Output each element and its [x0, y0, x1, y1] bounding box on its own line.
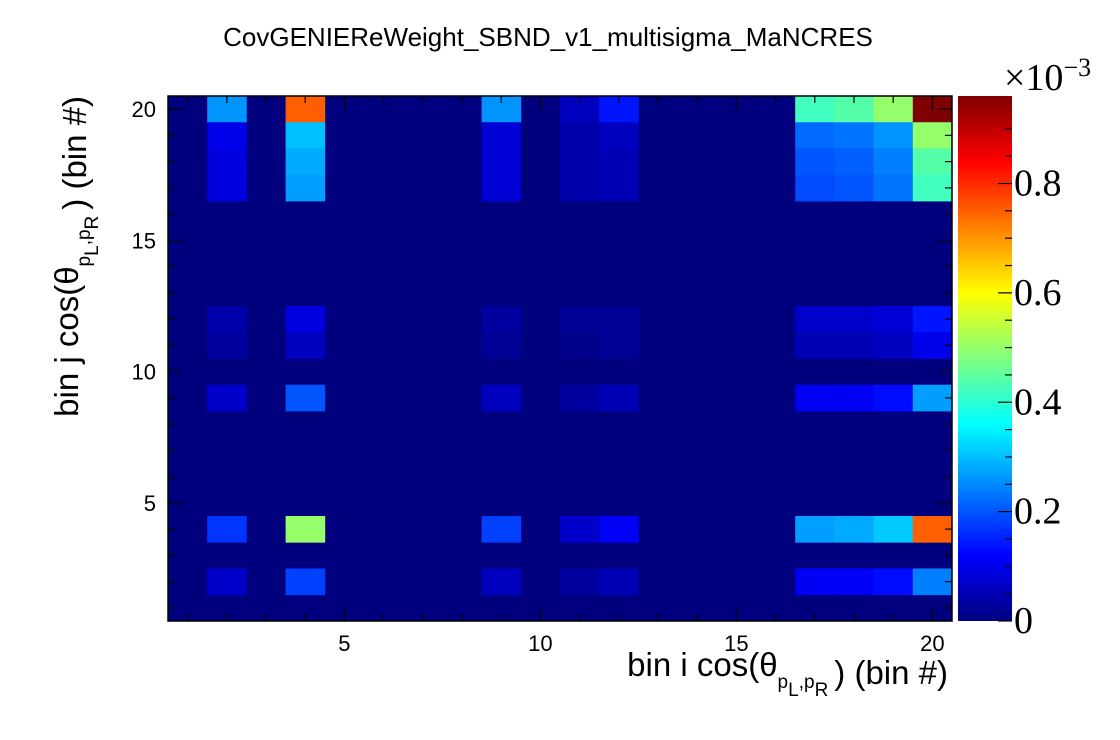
heatmap-cell — [207, 148, 247, 176]
palette-tick-label: 0.8 — [1014, 163, 1062, 205]
y-tick-label: 10 — [132, 360, 156, 385]
palette-tick-label: 0.6 — [1014, 272, 1062, 314]
heatmap-cell — [599, 306, 639, 333]
heatmap-cell — [285, 332, 326, 359]
heatmap-cell — [873, 306, 914, 333]
x-tick-label: 15 — [724, 631, 748, 656]
heatmap-cell — [481, 122, 522, 149]
heatmap-cell — [207, 384, 247, 412]
heatmap-cell — [599, 568, 639, 596]
heatmap-cell — [481, 174, 522, 202]
x-tick-label: 10 — [528, 631, 552, 656]
heatmap-cell — [834, 384, 874, 412]
heatmap-cell — [599, 384, 639, 412]
heatmap-cell — [560, 568, 600, 596]
heatmap-cell — [560, 122, 600, 149]
heatmap-cell — [834, 306, 874, 333]
palette-tick-label: 0.4 — [1014, 381, 1062, 423]
heatmap-cell — [795, 122, 835, 149]
palette-ticks — [998, 128, 1012, 622]
heatmap-cell — [207, 332, 247, 359]
heatmap-cells — [168, 96, 953, 621]
palette-tick-label: 0 — [1014, 600, 1033, 642]
y-axis-label: bin j cos(θpL,pR) (bin #) — [48, 96, 103, 417]
heatmap-cell — [795, 174, 835, 202]
heatmap-cell — [207, 568, 247, 596]
chart-title: CovGENIEReWeight_SBND_v1_multisigma_MaNC… — [223, 22, 873, 52]
heatmap-cell — [285, 122, 326, 149]
heatmap-cell — [834, 568, 874, 596]
palette-tick-labels: 0 0.2 0.4 0.6 0.8 — [1014, 163, 1062, 643]
heatmap-cell — [481, 568, 522, 596]
y-tick-label: 15 — [132, 228, 156, 253]
heatmap-cell — [285, 306, 326, 333]
heatmap-cell — [207, 174, 247, 202]
heatmap-cell — [599, 332, 639, 359]
palette-tick-label: 0.2 — [1014, 491, 1062, 533]
heatmap-cell — [285, 516, 326, 543]
heatmap-cell — [207, 122, 247, 149]
heatmap-cell — [599, 122, 639, 149]
heatmap-cell — [873, 148, 914, 176]
heatmap-cell — [560, 174, 600, 202]
heatmap-cell — [834, 332, 874, 359]
axis-tick-labels: 5 10 15 20 5 10 15 20 — [132, 97, 945, 656]
svg-text:bin j cos(θpL,pR) (bin #): bin j cos(θpL,pR) (bin #) — [48, 96, 103, 417]
heatmap-cell — [795, 516, 835, 543]
x-tick-label: 20 — [920, 631, 944, 656]
heatmap-cell — [285, 174, 326, 202]
palette-multiplier: ×10−3 — [1004, 53, 1091, 99]
heatmap-cell — [481, 384, 522, 412]
heatmap-cell — [834, 516, 874, 543]
heatmap-cell — [873, 516, 914, 543]
plot-frame — [167, 95, 953, 622]
heatmap-cell — [873, 174, 914, 202]
color-palette-bar — [958, 96, 1012, 621]
axis-ticks — [168, 96, 952, 621]
x-tick-label: 5 — [338, 631, 350, 656]
heatmap-cell — [599, 174, 639, 202]
heatmap-cell — [599, 148, 639, 176]
heatmap-cell — [481, 332, 522, 359]
heatmap-cell — [285, 568, 326, 596]
heatmap-cell — [873, 384, 914, 412]
heatmap-cell — [481, 516, 522, 543]
heatmap-cell — [599, 516, 639, 543]
heatmap-cell — [873, 568, 914, 596]
heatmap-cell — [795, 568, 835, 596]
heatmap-cell — [795, 306, 835, 333]
heatmap-cell — [560, 148, 600, 176]
heatmap-cell — [795, 148, 835, 176]
heatmap-cell — [207, 306, 247, 333]
heatmap-cell — [795, 332, 835, 359]
heatmap-cell — [834, 122, 874, 149]
heatmap-cell — [834, 148, 874, 176]
heatmap-cell — [560, 332, 600, 359]
heatmap-cell — [285, 148, 326, 176]
heatmap-cell — [873, 122, 914, 149]
heatmap-cell — [207, 516, 247, 543]
heatmap-cell — [481, 148, 522, 176]
heatmap-cell — [560, 384, 600, 412]
heatmap-cell — [560, 306, 600, 333]
heatmap-cell — [795, 384, 835, 412]
heatmap-cell — [560, 516, 600, 543]
heatmap-cell — [481, 306, 522, 333]
heatmap-cell — [285, 384, 326, 412]
y-tick-label: 20 — [132, 97, 156, 122]
heatmap-cell — [834, 174, 874, 202]
heatmap-cell — [873, 332, 914, 359]
y-tick-label: 5 — [144, 491, 156, 516]
svg-text:bin i cos(θpL,pR) (bin #): bin i cos(θpL,pR) (bin #) — [627, 646, 948, 701]
x-axis-label: bin i cos(θpL,pR) (bin #) — [627, 646, 948, 701]
